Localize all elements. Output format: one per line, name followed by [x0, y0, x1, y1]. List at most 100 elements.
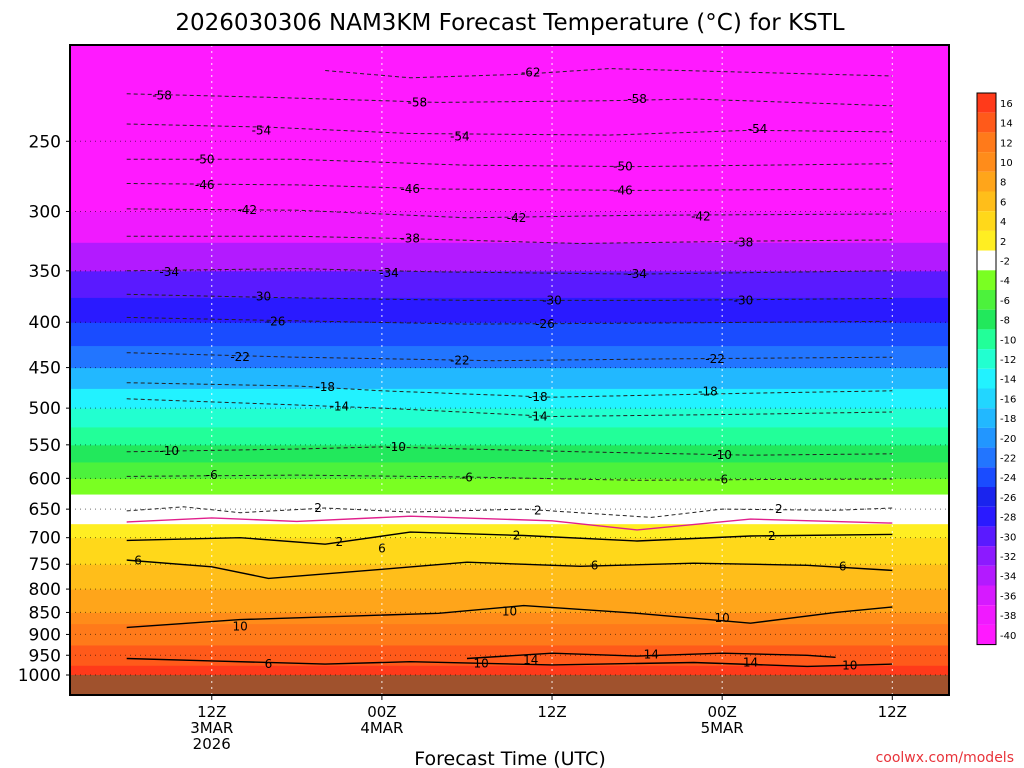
y-tick-label: 800 [29, 580, 61, 600]
y-tick-label: 450 [29, 359, 61, 379]
isotherm-line [126, 604, 893, 629]
colorbar-swatch [977, 93, 996, 113]
isotherm-line [126, 208, 893, 219]
temperature-band [70, 367, 949, 389]
isotherm-line [126, 235, 893, 245]
contour-label: 10 [232, 620, 247, 634]
temperature-band [70, 633, 949, 646]
temperature-band [70, 270, 949, 298]
contour-label: -34 [379, 266, 399, 280]
contour-label: -26 [266, 314, 286, 328]
freezing-level-line [126, 515, 893, 531]
y-tick-label: 900 [29, 625, 61, 645]
isotherm-line [466, 652, 836, 660]
contour-label: -34 [627, 267, 647, 281]
colorbar-swatch [977, 309, 996, 330]
contour-label: 10 [474, 656, 489, 670]
contour-label: -58 [152, 89, 172, 103]
isotherm-line [126, 657, 893, 668]
colorbar-label: -16 [1000, 394, 1016, 405]
x-tick-label: 12Z [197, 703, 226, 721]
x-tick-label: 5MAR [701, 719, 744, 737]
contour-label: -18 [698, 385, 718, 399]
contour-label: -10 [712, 448, 732, 462]
chart-title: 2026030306 NAM3KM Forecast Temperature (… [175, 10, 844, 36]
colorbar-label: 6 [1000, 197, 1006, 208]
y-tick-label: 1000 [18, 666, 61, 686]
colorbar-swatch [977, 408, 996, 428]
colorbar-label: -40 [1000, 631, 1016, 642]
contour-label: -42 [507, 211, 527, 225]
temperature-band [70, 177, 949, 212]
isotherm-line [126, 398, 893, 418]
colorbar-label: -8 [1000, 316, 1010, 327]
contour-label: -22 [450, 354, 470, 368]
isotherm-line [126, 268, 893, 275]
isotherm-line [126, 474, 893, 481]
colorbar-label: -30 [1000, 532, 1016, 543]
colorbar-swatch [977, 250, 996, 271]
contour-label: -38 [400, 232, 420, 246]
colorbar-label: -22 [1000, 453, 1016, 464]
colorbar-swatch [977, 152, 996, 172]
temperature-band [70, 407, 949, 428]
x-tick-label: 00Z [707, 703, 736, 721]
colorbar-swatch [977, 506, 996, 527]
contour-label: -58 [408, 95, 428, 109]
temperature-band [70, 477, 949, 495]
colorbar-label: 14 [1000, 119, 1013, 130]
colorbar-swatch [977, 447, 996, 468]
contour-label: -10 [386, 440, 406, 454]
contour-label: -14 [330, 400, 350, 414]
contour-label: 2 [534, 503, 542, 517]
isotherm-line [126, 446, 893, 456]
temperature-band [70, 140, 949, 179]
contour-label: 6 [134, 554, 142, 568]
temperature-band [70, 550, 949, 565]
contour-label: 10 [502, 605, 517, 619]
colorbar-swatch [977, 388, 996, 409]
temperature-band [70, 508, 949, 525]
contour-label: -38 [734, 235, 754, 249]
colorbar-swatch [977, 211, 996, 231]
y-tick-label: 550 [29, 436, 61, 456]
watermark: coolwx.com/models [876, 750, 1014, 766]
colorbar-swatch [977, 171, 996, 192]
colorbar-swatch [977, 368, 996, 389]
isotherm-line [126, 382, 893, 398]
contour-label: -22 [705, 352, 725, 366]
colorbar-swatch [977, 230, 996, 251]
x-tick-label: 12Z [537, 703, 566, 721]
colorbar-label: -20 [1000, 434, 1016, 445]
contour-label: -6 [206, 468, 218, 482]
contour-label: 2 [775, 502, 783, 516]
colorbar-label: -2 [1000, 256, 1010, 267]
colorbar-label: 12 [1000, 138, 1013, 149]
plot-frame [69, 44, 950, 696]
colorbar-swatch [977, 585, 996, 606]
y-tick-label: 250 [29, 132, 61, 152]
isotherm-line [126, 531, 893, 545]
contour-label: -58 [627, 92, 647, 106]
temperature-band [70, 563, 949, 578]
contour-label: -62 [521, 65, 541, 79]
contour-label: -10 [159, 444, 179, 458]
contour-label: 6 [378, 542, 386, 556]
temperature-band [70, 210, 949, 243]
colorbar-swatch [977, 112, 996, 133]
colorbar-swatch [977, 270, 996, 290]
colorbar-label: -24 [1000, 473, 1016, 484]
isotherm-line [126, 316, 893, 325]
colorbar-swatch [977, 487, 996, 507]
temperature-band [70, 100, 949, 142]
isotherm-line [325, 68, 893, 79]
contour-label: -54 [450, 130, 470, 144]
contour-label: 10 [842, 658, 857, 672]
colorbar-label: 10 [1000, 158, 1013, 169]
temperature-band [70, 664, 949, 676]
y-tick-label: 750 [29, 555, 61, 575]
colorbar-label: -36 [1000, 591, 1016, 602]
temperature-band [70, 54, 949, 102]
contour-label: -54 [252, 123, 272, 137]
colorbar-swatch [977, 132, 996, 153]
